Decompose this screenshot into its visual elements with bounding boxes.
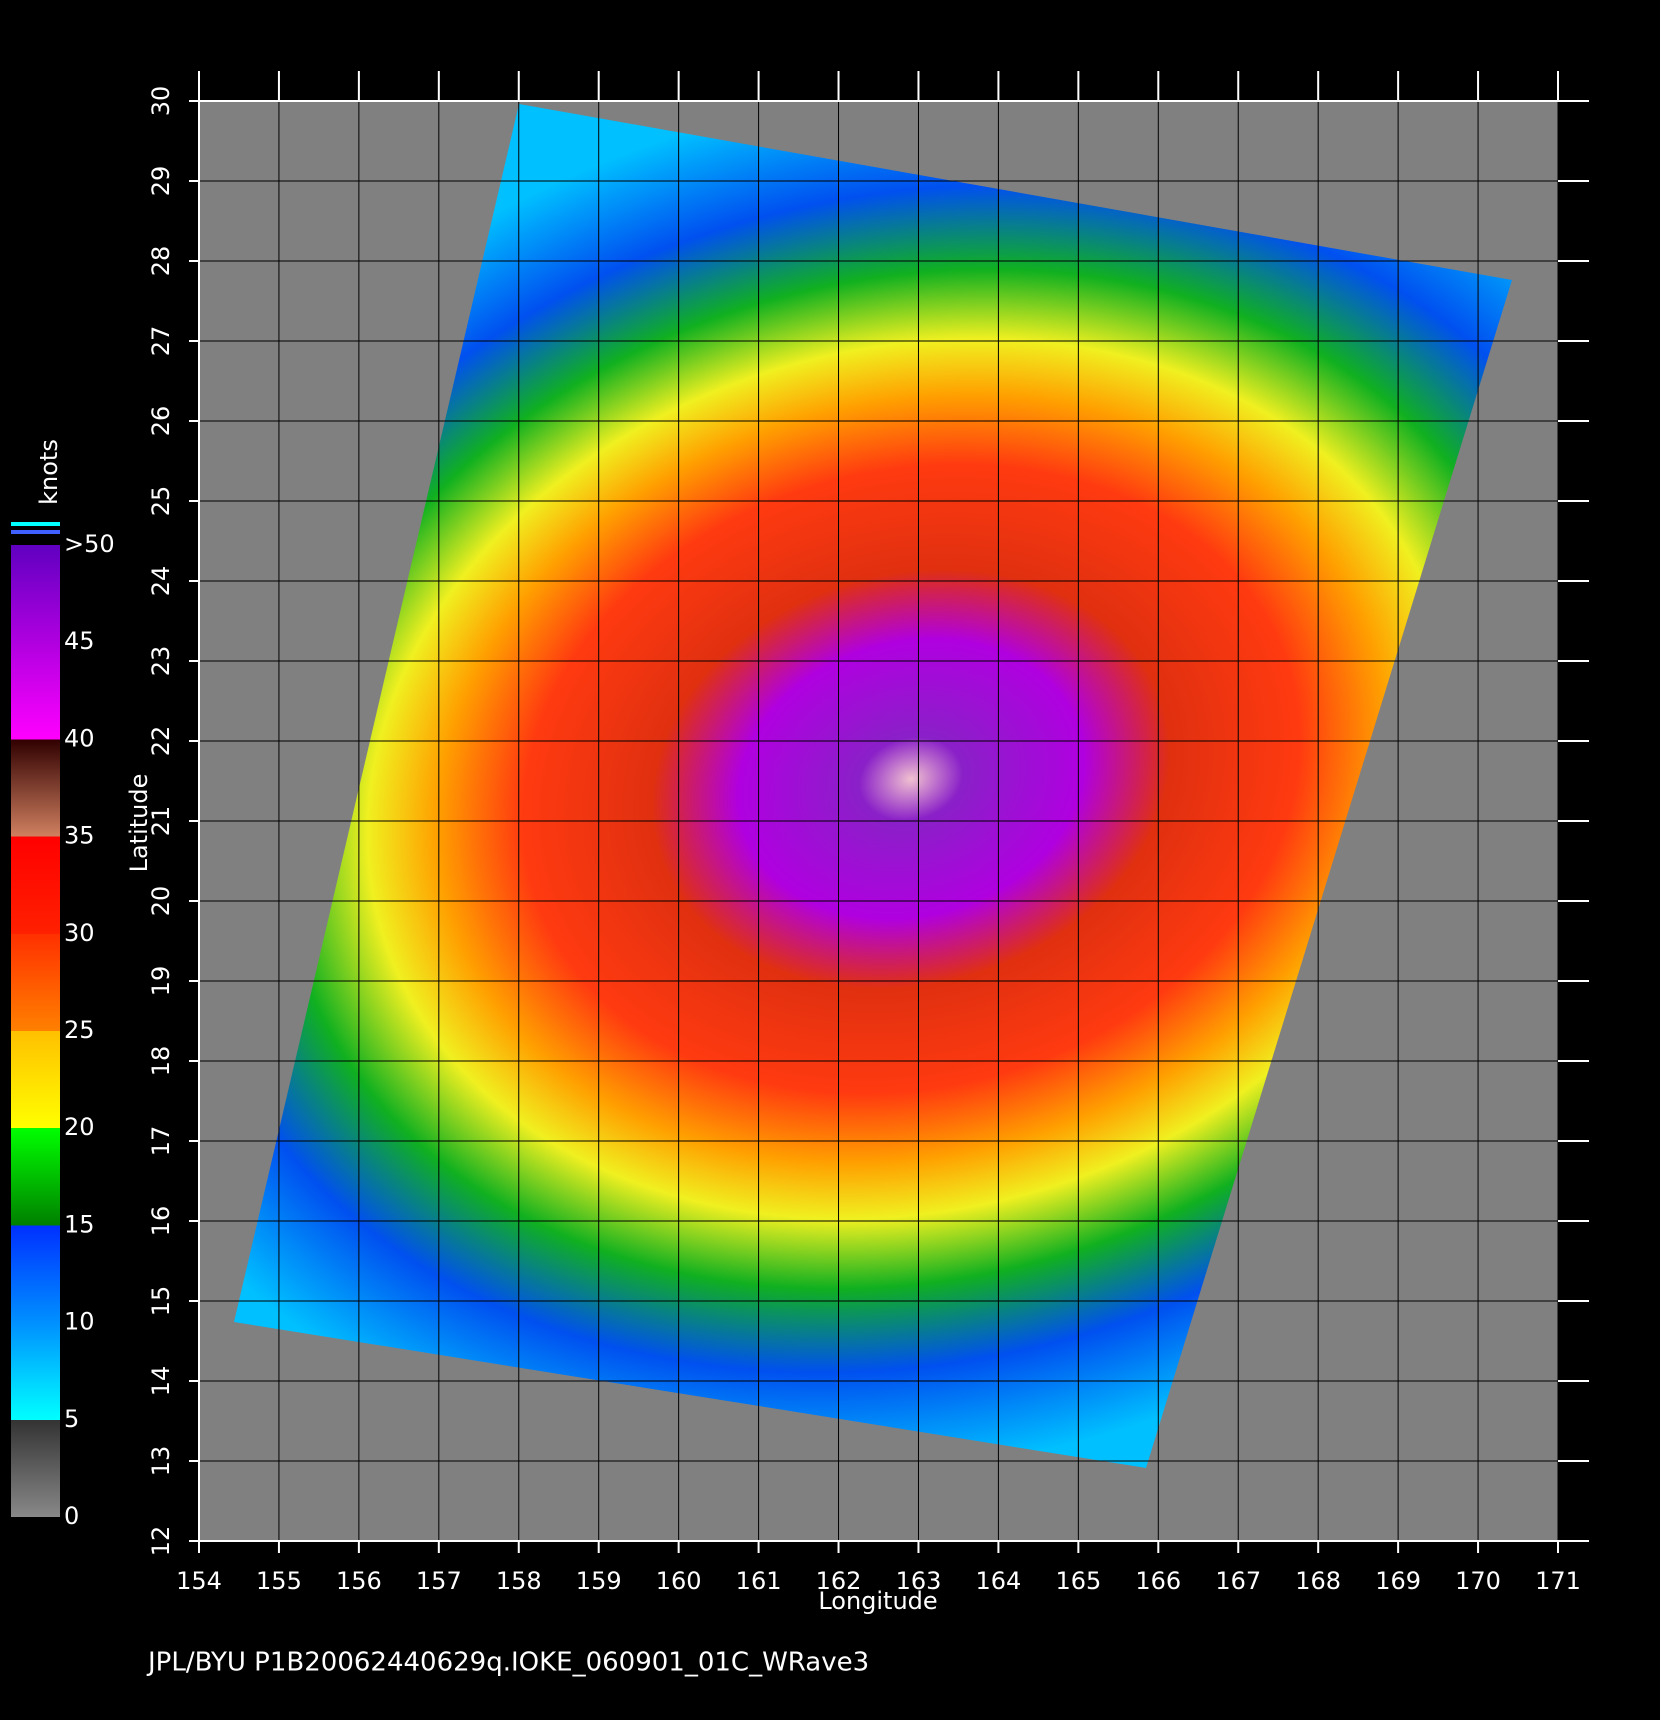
y-tick-label: 16 (147, 1206, 175, 1237)
x-tick-label: 156 (336, 1567, 382, 1595)
colorbar-cap (11, 522, 60, 526)
x-tick-label: 168 (1295, 1567, 1341, 1595)
x-tick-label: 167 (1215, 1567, 1261, 1595)
colorbar-label: 15 (64, 1210, 95, 1238)
colorbar (11, 545, 60, 1517)
x-tick-label: 169 (1375, 1567, 1421, 1595)
x-tick-label: 155 (256, 1567, 302, 1595)
x-tick-label: 158 (496, 1567, 542, 1595)
y-tick-label: 20 (147, 886, 175, 917)
x-tick-label: 170 (1455, 1567, 1501, 1595)
colorbar-label: 20 (64, 1113, 95, 1141)
x-tick-label: 165 (1055, 1567, 1101, 1595)
y-tick-label: 15 (147, 1286, 175, 1317)
x-tick-label: 163 (896, 1567, 942, 1595)
y-tick-label: 27 (147, 326, 175, 357)
y-tick-label: 22 (147, 726, 175, 757)
colorbar-label: 5 (64, 1405, 79, 1433)
y-tick-label: 25 (147, 486, 175, 517)
y-tick-label: 28 (147, 246, 175, 277)
colorbar-label: 35 (64, 822, 95, 850)
colorbar-label: 45 (64, 627, 95, 655)
x-tick-label: 157 (416, 1567, 462, 1595)
x-tick-label: 162 (816, 1567, 862, 1595)
colorbar-label: 30 (64, 919, 95, 947)
footer: JPL/BYU P1B20062440629q.IOKE_060901_01C_… (146, 1648, 869, 1678)
y-tick-label: 17 (147, 1126, 175, 1157)
colorbar-label: 25 (64, 1016, 95, 1044)
y-axis-label: Latitude (125, 774, 153, 873)
y-tick-label: 26 (147, 406, 175, 437)
colorbar-label: 40 (64, 724, 95, 752)
y-tick-label: 29 (147, 166, 175, 197)
colorbar-label: 0 (64, 1502, 79, 1530)
y-tick-label: 21 (147, 806, 175, 837)
x-axis-label: Longitude (818, 1587, 937, 1615)
colorbar-unit: knots (35, 439, 63, 505)
y-tick-label: 14 (147, 1366, 175, 1397)
y-tick-label: 23 (147, 646, 175, 677)
colorbar-cap (11, 530, 60, 534)
y-tick-label: 24 (147, 566, 175, 597)
y-tick-label: 19 (147, 966, 175, 997)
y-tick-label: 12 (147, 1526, 175, 1557)
x-tick-label: 160 (656, 1567, 702, 1595)
y-tick-label: 13 (147, 1446, 175, 1477)
x-tick-label: 171 (1535, 1567, 1581, 1595)
x-tick-label: 154 (176, 1567, 222, 1595)
wind-swath (234, 104, 1512, 1468)
colorbar-label: >50 (64, 530, 115, 558)
x-tick-label: 161 (736, 1567, 782, 1595)
x-tick-label: 166 (1135, 1567, 1181, 1595)
x-tick-label: 159 (576, 1567, 622, 1595)
y-tick-label: 30 (147, 86, 175, 117)
y-tick-label: 18 (147, 1046, 175, 1077)
x-tick-label: 164 (976, 1567, 1022, 1595)
colorbar-label: 10 (64, 1308, 95, 1336)
